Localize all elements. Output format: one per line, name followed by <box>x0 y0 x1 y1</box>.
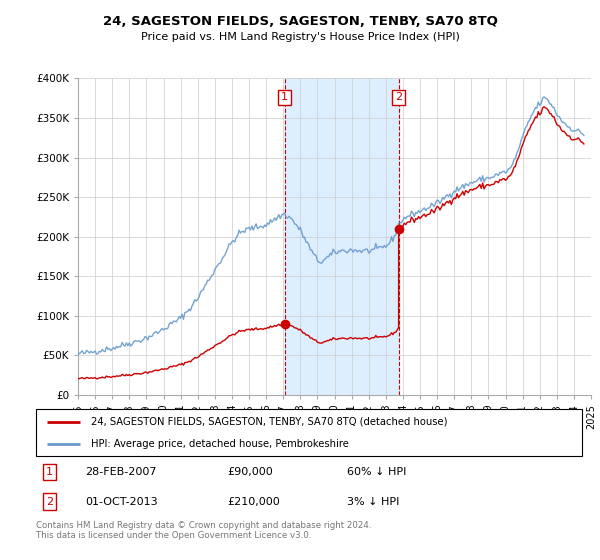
Text: 24, SAGESTON FIELDS, SAGESTON, TENBY, SA70 8TQ: 24, SAGESTON FIELDS, SAGESTON, TENBY, SA… <box>103 15 497 27</box>
Text: 2: 2 <box>46 497 53 507</box>
Text: £210,000: £210,000 <box>227 497 280 507</box>
Text: 1: 1 <box>281 92 288 102</box>
Text: Price paid vs. HM Land Registry's House Price Index (HPI): Price paid vs. HM Land Registry's House … <box>140 32 460 43</box>
Text: £90,000: £90,000 <box>227 467 273 477</box>
Text: HPI: Average price, detached house, Pembrokeshire: HPI: Average price, detached house, Pemb… <box>91 438 349 449</box>
Text: 60% ↓ HPI: 60% ↓ HPI <box>347 467 407 477</box>
Text: Contains HM Land Registry data © Crown copyright and database right 2024.
This d: Contains HM Land Registry data © Crown c… <box>36 521 371 540</box>
Text: 2: 2 <box>395 92 402 102</box>
Text: 3% ↓ HPI: 3% ↓ HPI <box>347 497 400 507</box>
Text: 1: 1 <box>46 467 53 477</box>
Text: 28-FEB-2007: 28-FEB-2007 <box>85 467 157 477</box>
Bar <box>284 78 398 395</box>
FancyBboxPatch shape <box>36 409 582 456</box>
Text: 01-OCT-2013: 01-OCT-2013 <box>85 497 158 507</box>
Text: 24, SAGESTON FIELDS, SAGESTON, TENBY, SA70 8TQ (detached house): 24, SAGESTON FIELDS, SAGESTON, TENBY, SA… <box>91 417 447 427</box>
